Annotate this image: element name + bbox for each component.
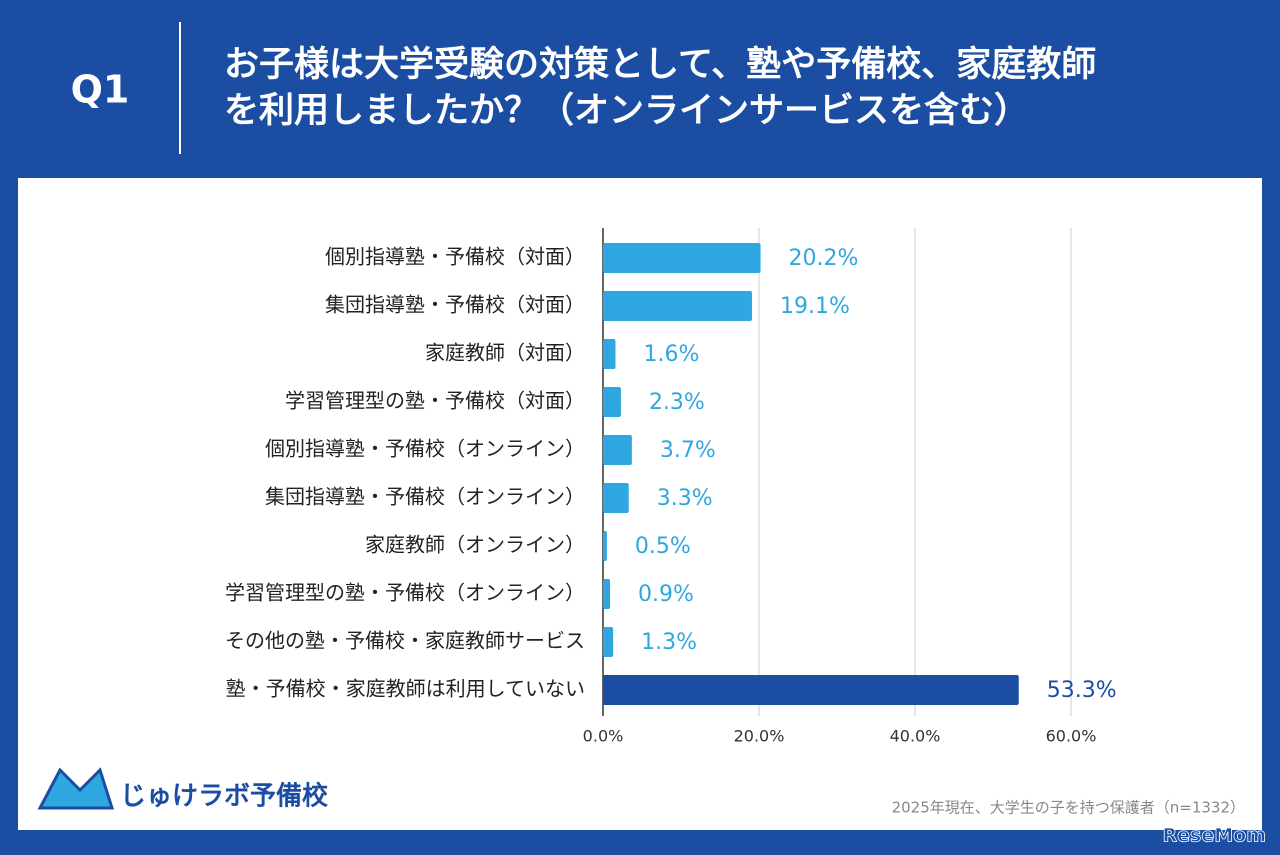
bar bbox=[603, 579, 611, 609]
value-label: 3.3% bbox=[657, 486, 713, 511]
value-label: 20.2% bbox=[789, 246, 859, 271]
logo-icon bbox=[37, 767, 115, 810]
bar bbox=[603, 435, 632, 465]
category-label: 個別指導塾・予備校（オンライン） bbox=[265, 437, 585, 461]
plot: 0.0% 20.0% 40.0% 60.0% 個別指導塾・予備校（対面） 20.2% 集団指… bbox=[225, 228, 1117, 746]
value-label: 2.3% bbox=[649, 390, 705, 415]
value-label: 3.7% bbox=[660, 438, 716, 463]
category-label: 塾・予備校・家庭教師は利用していない bbox=[226, 677, 585, 701]
category-label: 集団指導塾・予備校（オンライン） bbox=[265, 485, 585, 509]
category-label: その他の塾・予備校・家庭教師サービス bbox=[225, 629, 585, 653]
category-label: 学習管理型の塾・予備校（対面） bbox=[285, 389, 585, 413]
brand: じゅけラボ予備校 bbox=[120, 781, 329, 812]
category-label: 個別指導塾・予備校（対面） bbox=[325, 245, 585, 269]
note: 2025年現在、大学生の子を持つ保護者（n=1332） bbox=[892, 799, 1245, 817]
value-label: 1.3% bbox=[641, 630, 697, 655]
question-label: Q1 bbox=[71, 68, 130, 112]
bar bbox=[603, 627, 614, 657]
x-tick-label: 60.0% bbox=[1046, 727, 1097, 746]
x-tick-label: 20.0% bbox=[734, 727, 785, 746]
x-tick-label: 40.0% bbox=[890, 727, 941, 746]
bar bbox=[603, 339, 616, 369]
category-label: 集団指導塾・予備校（対面） bbox=[325, 293, 585, 317]
x-tick-label: 0.0% bbox=[583, 727, 624, 746]
chart-title: お子様は大学受験の対策として、塾や予備校、家庭教師 bbox=[224, 44, 1096, 85]
panel bbox=[18, 178, 1262, 830]
value-label: 0.9% bbox=[638, 582, 694, 607]
value-label: 1.6% bbox=[643, 342, 699, 367]
bar bbox=[603, 531, 607, 561]
bar bbox=[603, 675, 1019, 705]
bar bbox=[603, 291, 752, 321]
category-label: 学習管理型の塾・予備校（オンライン） bbox=[225, 581, 585, 605]
bar bbox=[603, 387, 621, 417]
bar bbox=[603, 243, 761, 273]
chart-title: を利用しましたか？（オンラインサービスを含む） bbox=[224, 91, 1029, 131]
category-label: 家庭教師（対面） bbox=[425, 341, 585, 365]
value-label: 0.5% bbox=[635, 534, 691, 559]
value-label: 19.1% bbox=[780, 294, 850, 319]
value-label: 53.3% bbox=[1047, 678, 1117, 703]
watermark: ReseMom bbox=[1163, 825, 1266, 847]
bar bbox=[603, 483, 629, 513]
category-label: 家庭教師（オンライン） bbox=[365, 533, 585, 557]
